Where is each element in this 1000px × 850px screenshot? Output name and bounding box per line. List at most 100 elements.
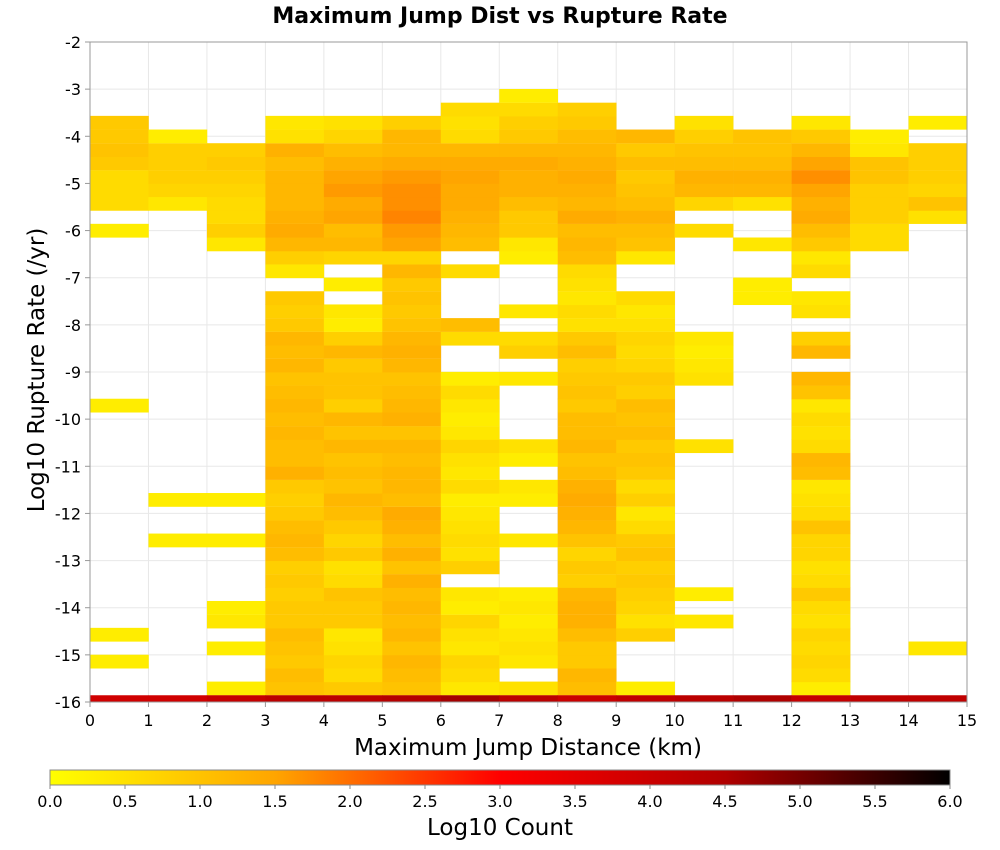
- heatmap-cell: [440, 143, 500, 157]
- heatmap-cell: [557, 237, 617, 252]
- heatmap-cell: [265, 223, 325, 238]
- heatmap-cell: [382, 250, 442, 265]
- heatmap-cell: [791, 681, 851, 696]
- heatmap-cell: [557, 291, 617, 306]
- heatmap-cell: [440, 627, 500, 642]
- heatmap-cell: [382, 560, 442, 575]
- heatmap-cell: [557, 250, 617, 265]
- heatmap-cell: [382, 466, 442, 480]
- heatmap-cell: [382, 170, 442, 184]
- heatmap-cell: [148, 196, 208, 211]
- heatmap-cell: [382, 129, 442, 144]
- heatmap-cell: [850, 210, 909, 224]
- heatmap-cell: [791, 304, 851, 319]
- heatmap-cell: [323, 304, 383, 319]
- heatmap-cell: [382, 641, 442, 656]
- heatmap-cell: [382, 600, 442, 615]
- heatmap-cell: [557, 533, 617, 548]
- heatmap-cell: [791, 143, 851, 157]
- heatmap-cell: [382, 439, 442, 454]
- heatmap-cell: [616, 385, 675, 400]
- heatmap-cell: [323, 358, 383, 373]
- heatmap-cell: [382, 668, 442, 683]
- heatmap-cell: [206, 533, 266, 548]
- heatmap-cell: [323, 129, 383, 144]
- heatmap-cell: [323, 520, 383, 535]
- heatmap-cell: [323, 371, 383, 386]
- x-axis-ticks: 0 1 2 3 4 5 6 7 8 9 10 11 12 13 14 15: [85, 702, 977, 730]
- heatmap-cell: [499, 533, 559, 548]
- heatmap-cell: [206, 600, 266, 615]
- heatmap-cell: [323, 143, 383, 157]
- heatmap-cell-bottom: [791, 695, 851, 702]
- heatmap-cell: [791, 600, 851, 615]
- heatmap-cell: [557, 466, 617, 480]
- heatmap-cell: [323, 641, 383, 656]
- heatmap-cell: [499, 183, 559, 198]
- heatmap-cell: [382, 277, 442, 292]
- heatmap-cell: [557, 170, 617, 184]
- heatmap-cell: [616, 533, 675, 548]
- heatmap-cell: [791, 426, 851, 440]
- heatmap-cell: [791, 627, 851, 642]
- heatmap-cell: [148, 143, 208, 157]
- heatmap-cell: [616, 371, 675, 386]
- colorbar-bar: [49, 769, 951, 786]
- heatmap-cell: [557, 210, 617, 224]
- heatmap-cell: [616, 547, 675, 562]
- heatmap-cell: [616, 156, 675, 171]
- heatmap-cell: [499, 344, 559, 359]
- heatmap-cell: [791, 479, 851, 494]
- heatmap-cell: [382, 183, 442, 198]
- heatmap-cell: [674, 115, 734, 130]
- heatmap-cell: [440, 560, 500, 575]
- heatmap-cell: [382, 237, 442, 252]
- heatmap-cell: [557, 129, 617, 144]
- heatmap-cell: [323, 466, 383, 480]
- heatmap-cell: [382, 115, 442, 130]
- heatmap-cell: [148, 156, 208, 171]
- heatmap-cell: [323, 156, 383, 171]
- heatmap-cell: [499, 614, 559, 629]
- heatmap-cell: [791, 331, 851, 346]
- heatmap-cell: [323, 183, 383, 198]
- heatmap-cell: [323, 331, 383, 346]
- y-tick-label: -8: [65, 316, 81, 335]
- heatmap-cell: [616, 223, 675, 238]
- heatmap-cell: [148, 183, 208, 198]
- heatmap-cell: [791, 385, 851, 400]
- heatmap-cell: [557, 385, 617, 400]
- heatmap-cell: [90, 654, 149, 669]
- heatmap-cell: [791, 668, 851, 683]
- y-tick-label: -5: [65, 174, 81, 193]
- heatmap-cell: [791, 210, 851, 224]
- colorbar-tick-label: 1.5: [262, 792, 287, 811]
- heatmap-cell: [323, 412, 383, 427]
- heatmap-cell: [90, 627, 149, 642]
- heatmap-cell: [733, 237, 792, 252]
- heatmap-cell: [440, 115, 500, 130]
- heatmap-cell: [616, 250, 675, 265]
- heatmap-cell: [265, 520, 325, 535]
- heatmap-cell: [206, 143, 266, 157]
- heatmap-cell: [323, 452, 383, 467]
- heatmap-cell: [616, 237, 675, 252]
- heatmap-cell: [382, 210, 442, 224]
- heatmap-cell: [382, 452, 442, 467]
- heatmap-cell: [323, 196, 383, 211]
- colorbar-tick-label: 1.0: [187, 792, 212, 811]
- heatmap-cell: [90, 129, 149, 144]
- heatmap-cell: [791, 371, 851, 386]
- heatmap-cell: [265, 358, 325, 373]
- x-tick-label: 4: [319, 711, 329, 730]
- heatmap-cell: [616, 129, 675, 144]
- heatmap-cell: [791, 520, 851, 535]
- heatmap-cell: [323, 210, 383, 224]
- heatmap-cell: [616, 681, 675, 696]
- y-tick-label: -7: [65, 269, 81, 288]
- heatmap-cell: [791, 264, 851, 279]
- heatmap-cell: [90, 170, 149, 184]
- heatmap-cell: [557, 641, 617, 656]
- colorbar-tick-label: 5.0: [787, 792, 812, 811]
- colorbar-tick-label: 4.5: [712, 792, 737, 811]
